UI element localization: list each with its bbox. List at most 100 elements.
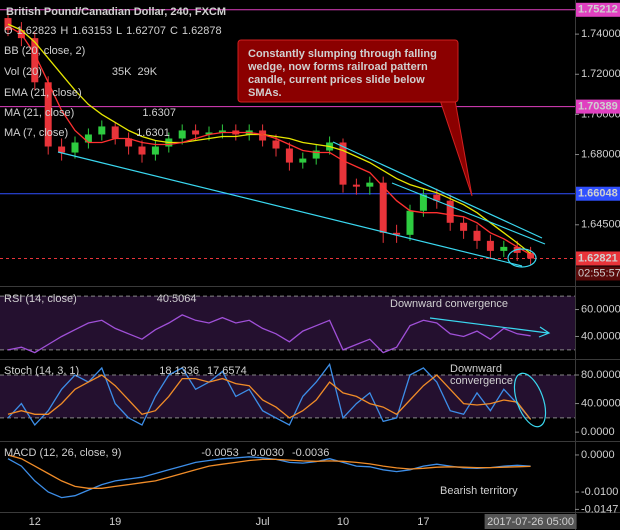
series-line <box>7 362 532 427</box>
y-tick-label: 40.0000 <box>581 330 620 342</box>
y-tick-label: 40.0000 <box>581 397 620 409</box>
y-tick-label: 0.0000 <box>581 449 615 461</box>
candle-body <box>98 126 106 135</box>
texts: 1.740001.720001.700001.680001.645001.752… <box>4 2 620 529</box>
indicator-label: BB (20, close, 2) <box>4 45 85 57</box>
pane-title: RSI (14, close) <box>4 293 77 305</box>
wedge-lower <box>57 151 523 267</box>
candle-body <box>473 230 481 241</box>
trend-line <box>391 182 546 245</box>
x-tick-label: 12 <box>29 516 41 528</box>
callout-text: Constantly slumping through falling wedge… <box>247 48 437 99</box>
candle-body <box>393 232 401 235</box>
countdown: 02:55:57 <box>578 267 620 279</box>
price-label-box <box>576 99 620 114</box>
ohlc-text: L <box>116 25 122 37</box>
candle-body <box>366 182 374 187</box>
callout-line: SMAs. <box>248 87 282 99</box>
candle-body <box>527 252 535 259</box>
candle-body <box>312 150 320 159</box>
candle-body <box>31 38 39 83</box>
price-label-box <box>576 186 620 201</box>
pane-title: MACD (12, 26, close, 9) <box>4 447 121 459</box>
candle-body <box>379 182 387 233</box>
highlight-ellipse <box>507 248 537 268</box>
candle-body <box>205 132 213 135</box>
x-tick-label: 19 <box>109 516 121 528</box>
legend-value: 1.6307 <box>142 107 176 119</box>
candle-body <box>84 134 92 143</box>
series-line <box>7 374 532 420</box>
candle-body <box>446 200 454 223</box>
x-tick-label: 2017-07-26 05:00 <box>487 516 574 528</box>
pane-annotation: Downward convergence <box>390 298 508 310</box>
chart-title: British Pound/Canadian Dollar, 240, FXCM <box>6 6 226 18</box>
wedge-upper <box>332 141 543 239</box>
trend-drawings <box>57 141 551 428</box>
cursor-date-box <box>484 514 577 529</box>
candle-body <box>433 194 441 201</box>
y-tick-label: 80.0000 <box>581 369 620 381</box>
series-line <box>7 23 532 255</box>
candle-body <box>192 130 200 135</box>
pane-value: -0.0030 <box>247 447 284 459</box>
ohlc-text: 1.62823 <box>17 25 57 37</box>
pane-value: -0.0053 <box>201 447 238 459</box>
y-tick-label: 1.68000 <box>581 148 620 160</box>
pane-value: 40.5064 <box>157 293 197 305</box>
ohlc-text: 1.62878 <box>182 25 222 37</box>
callout-line: Constantly slumping through falling <box>248 48 437 60</box>
y-tick-label: -0.0147 <box>581 503 618 515</box>
ohlc-text: C <box>170 25 178 37</box>
candle-body <box>259 130 267 141</box>
y-tick-label: 60.0000 <box>581 303 620 315</box>
pane-value: -0.0036 <box>292 447 329 459</box>
marks <box>0 9 579 510</box>
ohlc-text: 1.62707 <box>126 25 166 37</box>
series-line <box>7 314 531 354</box>
x-tick-label: Jul <box>256 516 270 528</box>
candle-body <box>4 18 12 31</box>
candle-body <box>125 138 133 147</box>
candle-body <box>299 158 307 163</box>
candle-body <box>272 140 280 149</box>
legend-value: 1.6301 <box>136 127 170 139</box>
candle-body <box>111 126 119 139</box>
x-tick-label: 17 <box>417 516 429 528</box>
candle-body <box>178 130 186 139</box>
x-tick-label: 10 <box>337 516 349 528</box>
candle-body <box>419 194 427 211</box>
candle-body <box>58 146 66 153</box>
callout <box>237 39 473 197</box>
volume-value: 35K <box>112 66 132 78</box>
y-tick-label: -0.0100 <box>581 486 618 498</box>
candle-body <box>285 148 293 163</box>
legend-label: MA (21, close) <box>4 107 74 119</box>
price-label: 1.66048 <box>578 188 618 200</box>
y-tick-label: 1.72000 <box>581 68 620 80</box>
countdown-box <box>576 266 620 281</box>
series-line <box>7 456 531 499</box>
stoch-ellipse <box>513 372 547 428</box>
pane-title: Stoch (14, 3, 1) <box>4 365 79 377</box>
pane-annotation: convergence <box>450 375 513 387</box>
price-label: 1.70389 <box>578 101 618 113</box>
series-line <box>7 25 531 256</box>
y-tick-label: 1.74000 <box>581 28 620 40</box>
candle-body <box>71 142 79 153</box>
indicator-label: Vol (20) <box>4 66 42 78</box>
candle-body <box>138 146 146 155</box>
rsi-arrowhead <box>538 326 551 338</box>
pane-value: 17.6574 <box>207 365 247 377</box>
volume-value: 29K <box>138 66 158 78</box>
candle-body <box>352 184 360 187</box>
pane-annotation: Downward <box>450 363 502 375</box>
pane-annotation: Bearish territory <box>440 485 518 497</box>
ohlc-text: H <box>60 25 68 37</box>
ohlc-text: 1.63153 <box>72 25 112 37</box>
candle-body <box>151 146 159 155</box>
pane-value: 18.1336 <box>159 365 199 377</box>
price-label-box <box>576 2 620 17</box>
callout-box <box>237 39 459 103</box>
